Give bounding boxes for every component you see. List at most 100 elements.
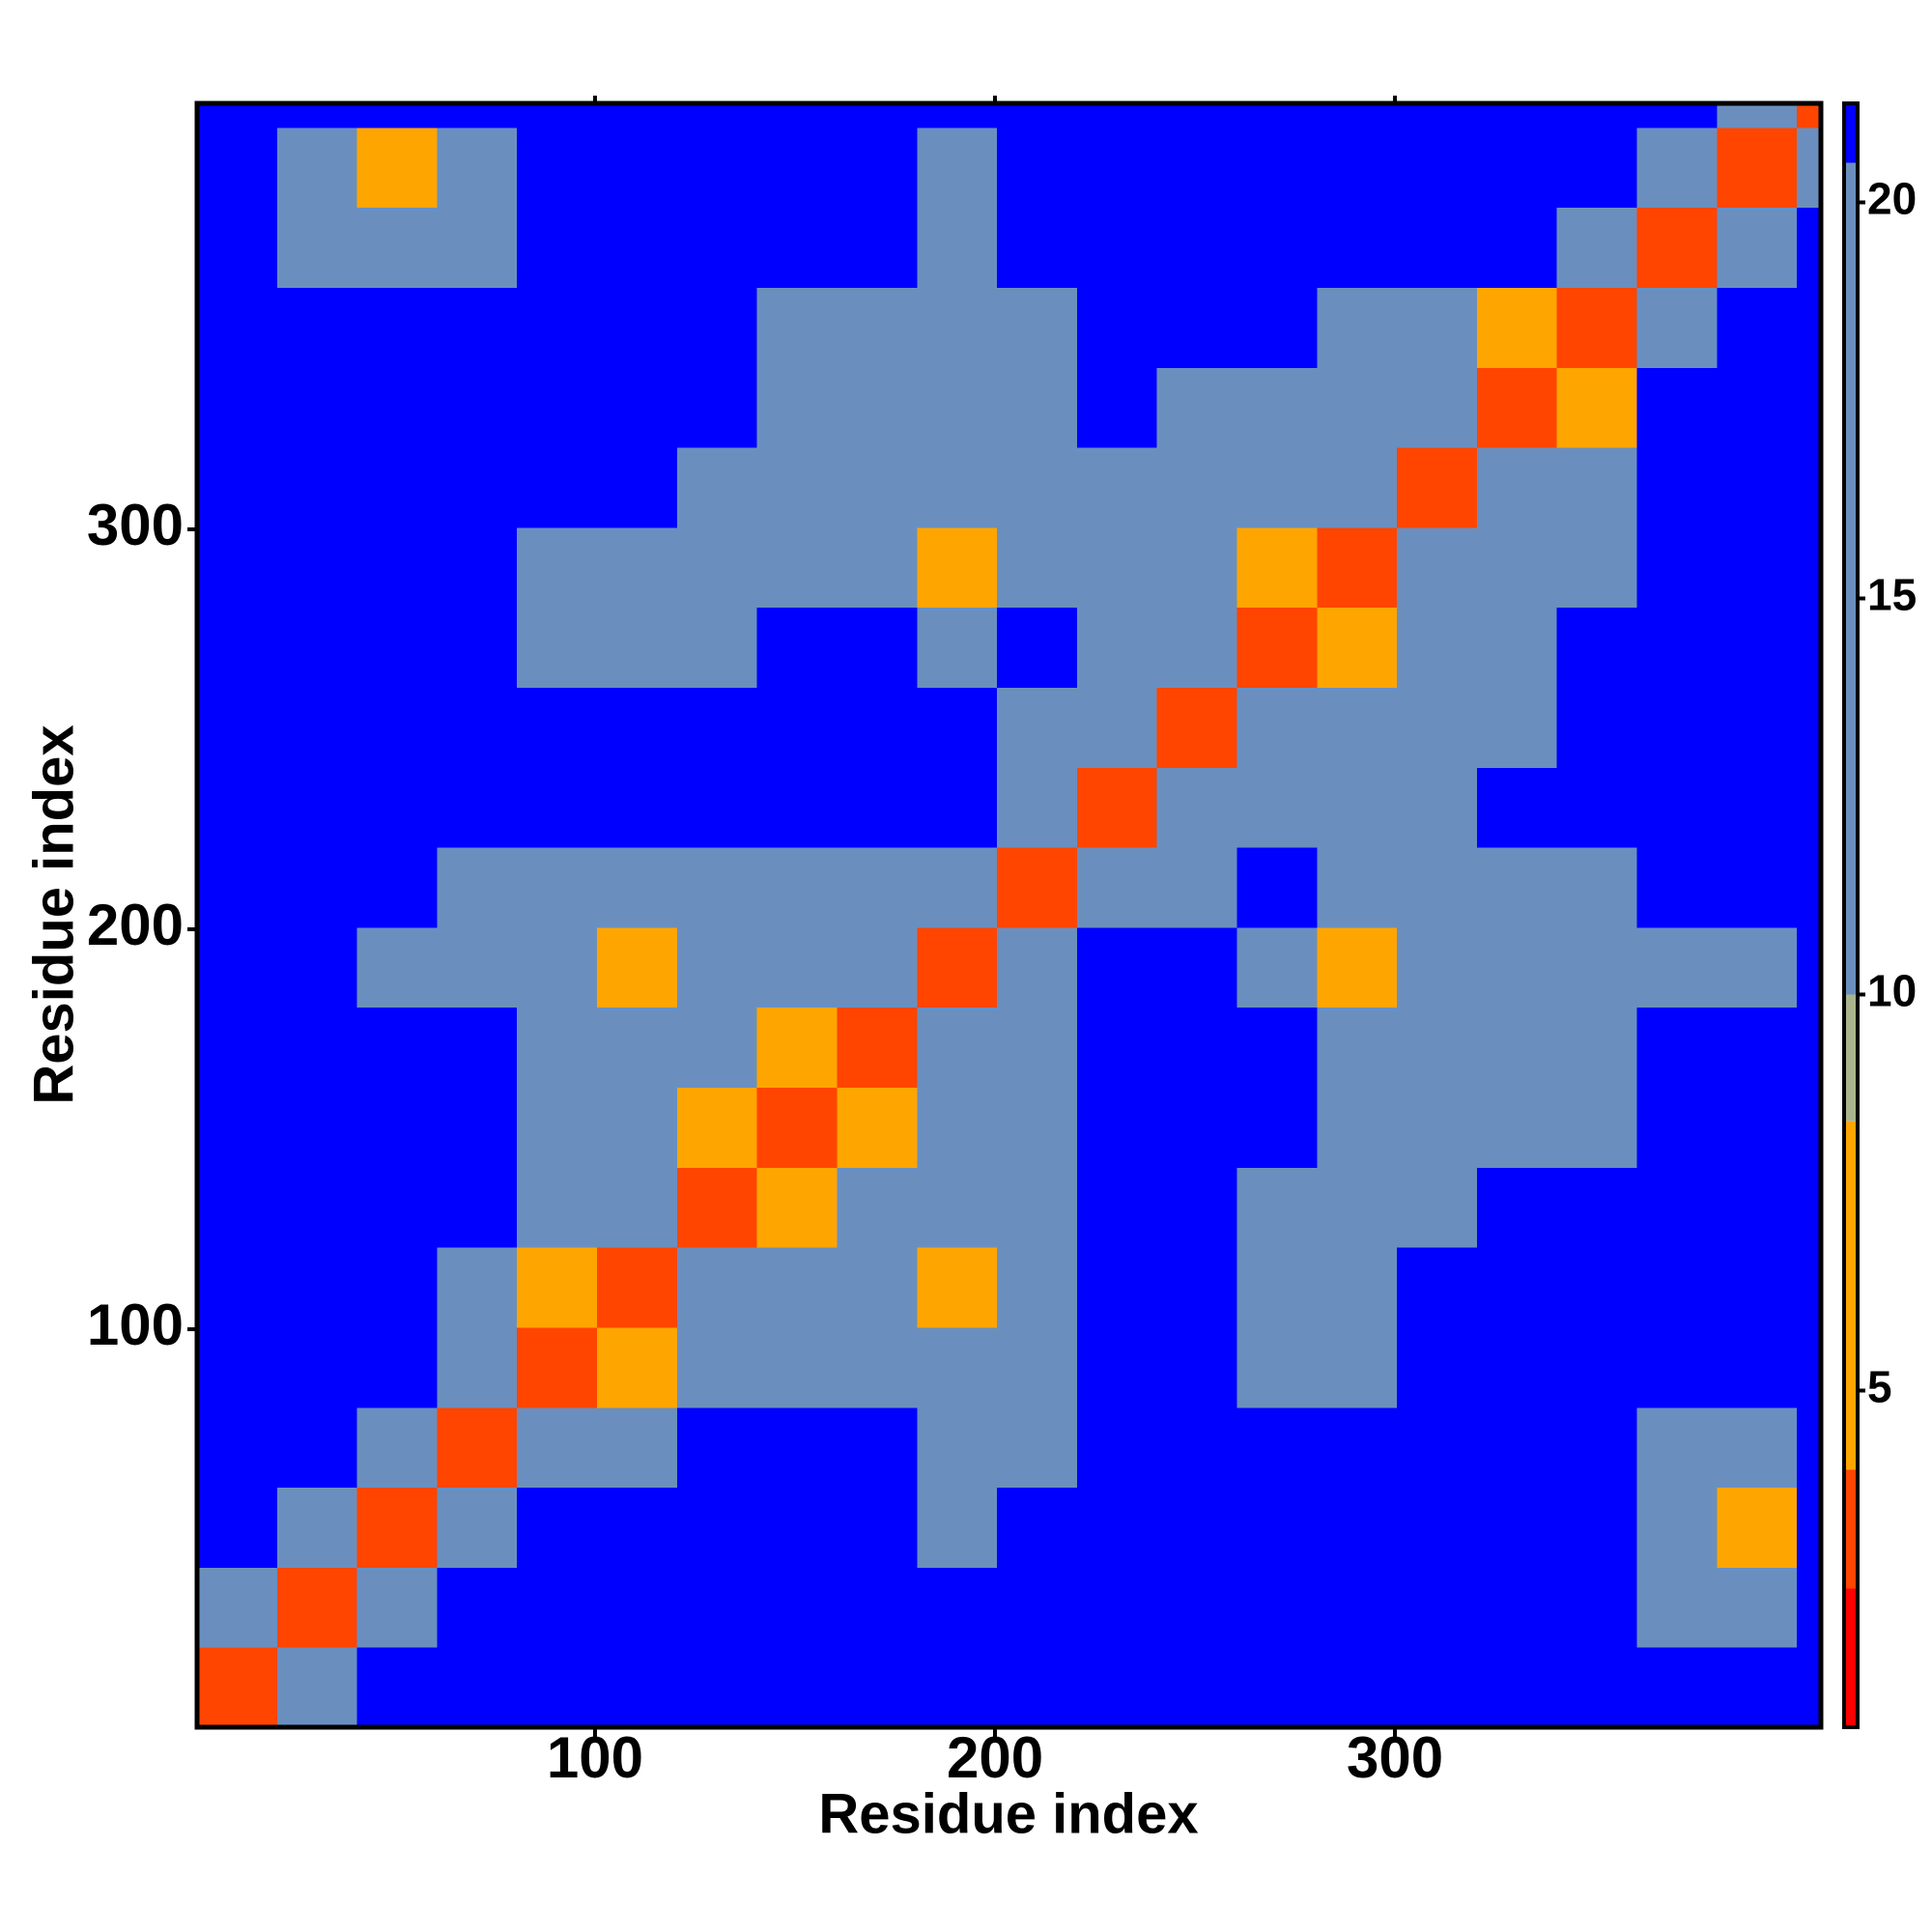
heatmap-cell bbox=[276, 1567, 358, 1648]
heatmap-cell bbox=[1476, 526, 1558, 609]
heatmap-cell bbox=[1076, 687, 1158, 768]
heatmap-cell bbox=[1156, 847, 1238, 928]
heatmap-cell bbox=[676, 1406, 758, 1489]
heatmap-cell bbox=[1556, 103, 1638, 128]
plot-frame bbox=[194, 100, 1824, 1730]
heatmap-cell bbox=[437, 287, 518, 368]
heatmap-cell bbox=[1476, 1487, 1558, 1568]
heatmap-cell bbox=[1156, 367, 1238, 448]
colorbar-tick-label: 20 bbox=[1867, 174, 1917, 224]
heatmap-cell bbox=[1317, 1167, 1398, 1248]
heatmap-cell bbox=[1397, 767, 1478, 848]
heatmap-cell bbox=[1556, 1087, 1638, 1168]
heatmap-cell bbox=[1476, 687, 1558, 768]
heatmap-cell bbox=[356, 526, 438, 609]
colorbar-frame bbox=[1842, 101, 1860, 1729]
heatmap-cell bbox=[597, 127, 678, 209]
heatmap-cell bbox=[1076, 1167, 1158, 1248]
heatmap-cell bbox=[1156, 207, 1238, 288]
heatmap-cell bbox=[356, 767, 438, 848]
heatmap-cell bbox=[1797, 1647, 1822, 1728]
heatmap-cell bbox=[756, 1247, 838, 1328]
heatmap-cell bbox=[1636, 207, 1718, 288]
heatmap-cell bbox=[1717, 1007, 1798, 1089]
heatmap-cell bbox=[997, 1567, 1078, 1648]
heatmap-cell bbox=[676, 1567, 758, 1648]
heatmap-cell bbox=[1156, 1007, 1238, 1089]
heatmap-cell bbox=[1076, 1647, 1158, 1728]
heatmap-cell bbox=[1556, 1007, 1638, 1089]
heatmap-cell bbox=[517, 127, 598, 209]
heatmap-cell bbox=[1476, 367, 1558, 448]
heatmap-cell bbox=[1476, 1647, 1558, 1728]
heatmap-cell bbox=[517, 1007, 598, 1089]
heatmap-cell bbox=[756, 1007, 838, 1089]
heatmap-cell bbox=[1717, 207, 1798, 288]
heatmap-cell bbox=[1156, 127, 1238, 209]
heatmap-cell bbox=[1076, 1567, 1158, 1648]
heatmap-cell bbox=[276, 287, 358, 368]
heatmap-cell bbox=[1236, 1487, 1318, 1568]
colorbar-tick-label: 15 bbox=[1867, 570, 1917, 620]
heatmap-cell bbox=[197, 1167, 278, 1248]
heatmap-cell bbox=[517, 1247, 598, 1328]
heatmap-cell bbox=[1317, 103, 1398, 128]
heatmap-cell bbox=[917, 526, 998, 609]
heatmap-cell bbox=[517, 687, 598, 768]
heatmap-cell bbox=[1636, 103, 1718, 128]
heatmap-cell bbox=[1717, 103, 1798, 128]
heatmap-cell bbox=[1717, 926, 1798, 1009]
heatmap-cell bbox=[917, 287, 998, 368]
heatmap-cell bbox=[756, 847, 838, 928]
heatmap-cell bbox=[1797, 687, 1822, 768]
heatmap-cell bbox=[1236, 1406, 1318, 1489]
heatmap-cell bbox=[1076, 287, 1158, 368]
heatmap-cell bbox=[517, 287, 598, 368]
heatmap-cell bbox=[1317, 687, 1398, 768]
heatmap-cell bbox=[1397, 1007, 1478, 1089]
heatmap-cell bbox=[1076, 1087, 1158, 1168]
heatmap-cell bbox=[676, 447, 758, 528]
heatmap-cell bbox=[197, 1487, 278, 1568]
heatmap-cell bbox=[1476, 1007, 1558, 1089]
heatmap-cell bbox=[1636, 1326, 1718, 1408]
heatmap-cell bbox=[437, 687, 518, 768]
heatmap-cell bbox=[517, 447, 598, 528]
heatmap-cell bbox=[1076, 1007, 1158, 1089]
heatmap-cell bbox=[1076, 926, 1158, 1009]
heatmap-cell bbox=[997, 103, 1078, 128]
heatmap-cell bbox=[756, 1167, 838, 1248]
heatmap-cell bbox=[276, 1487, 358, 1568]
heatmap-cell bbox=[1076, 1247, 1158, 1328]
heatmap-cell bbox=[1317, 207, 1398, 288]
heatmap-cell bbox=[1797, 607, 1822, 688]
heatmap-cell bbox=[917, 687, 998, 768]
heatmap-cell bbox=[197, 1007, 278, 1089]
heatmap-cell bbox=[437, 103, 518, 128]
heatmap-cell bbox=[1636, 1007, 1718, 1089]
heatmap-cell bbox=[1636, 607, 1718, 688]
colorbar-segment bbox=[1844, 103, 1858, 163]
heatmap-cell bbox=[1156, 1487, 1238, 1568]
heatmap-cell bbox=[837, 526, 918, 609]
heatmap-cell bbox=[1636, 1087, 1718, 1168]
heatmap-cell bbox=[1556, 526, 1638, 609]
heatmap-cell bbox=[197, 127, 278, 209]
heatmap-cell bbox=[837, 607, 918, 688]
heatmap-cell bbox=[1556, 127, 1638, 209]
heatmap-cell bbox=[1397, 526, 1478, 609]
heatmap-cell bbox=[1476, 926, 1558, 1009]
heatmap-cell bbox=[676, 103, 758, 128]
heatmap-cell bbox=[997, 207, 1078, 288]
heatmap-cell bbox=[1156, 1326, 1238, 1408]
colorbar-tick-label: 10 bbox=[1867, 966, 1917, 1016]
heatmap-cell bbox=[197, 1247, 278, 1328]
heatmap-cell bbox=[276, 207, 358, 288]
heatmap-cell bbox=[837, 1567, 918, 1648]
heatmap-cell bbox=[197, 103, 278, 128]
heatmap-cell bbox=[676, 1087, 758, 1168]
heatmap-cell bbox=[1076, 447, 1158, 528]
heatmap-cell bbox=[517, 1567, 598, 1648]
y-axis-title: Residue index bbox=[22, 724, 85, 1104]
heatmap-cell bbox=[1797, 287, 1822, 368]
